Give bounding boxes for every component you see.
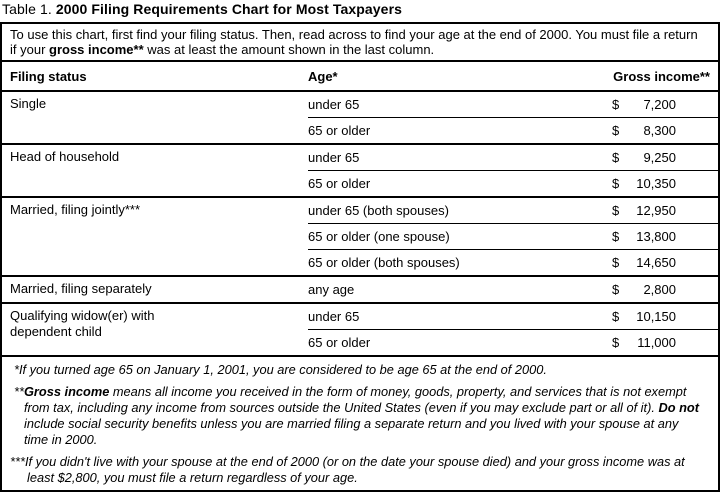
intro-text-1: To use this chart, first find your filin… xyxy=(10,27,698,57)
header-filing-status: Filing status xyxy=(10,68,87,84)
gross-income-cell: $7,200 xyxy=(612,97,718,112)
dollar-sign: $ xyxy=(612,150,620,165)
table-header-row: Filing status Age* Gross income** xyxy=(2,62,718,92)
amount-value: 14,650 xyxy=(636,255,676,270)
filing-group-head-of-household: Head of household under 65 $9,250 65 or … xyxy=(2,145,718,198)
footnote-text: means all income you received in the for… xyxy=(24,384,687,415)
gross-income-cell: $8,300 xyxy=(612,123,718,138)
filing-status-label: Qualifying widow(er) with dependent chil… xyxy=(10,308,155,339)
gross-income-cell: $2,800 xyxy=(612,282,718,297)
group-rows: under 65 $10,150 65 or older $11,000 xyxy=(308,304,718,355)
footnote-age-65: *If you turned age 65 on January 1, 2001… xyxy=(10,362,706,378)
filing-group-single: Single under 65 $7,200 65 or older $8,30… xyxy=(2,92,718,145)
intro-gross-income-term: gross income** xyxy=(49,42,144,57)
table-title-main: 2000 Filing Requirements Chart for Most … xyxy=(55,1,403,17)
filing-status-label: Single xyxy=(10,96,47,111)
dollar-sign: $ xyxy=(612,282,620,297)
filing-requirements-table: To use this chart, first find your filin… xyxy=(0,22,720,492)
age-cell: 65 or older xyxy=(308,176,371,191)
gross-income-cell: $10,150 xyxy=(612,309,718,324)
age-cell: any age xyxy=(308,282,355,297)
group-rows: under 65 (both spouses) $12,950 65 or ol… xyxy=(308,198,718,275)
group-rows: under 65 $7,200 65 or older $8,300 xyxy=(308,92,718,143)
gross-income-cell: $12,950 xyxy=(612,203,718,218)
amount-value: 12,950 xyxy=(636,203,676,218)
footnotes-section: *If you turned age 65 on January 1, 2001… xyxy=(2,357,718,492)
amount-value: 13,800 xyxy=(636,229,676,244)
age-cell: 65 or older (one spouse) xyxy=(308,229,450,244)
intro-text-2: was at least the amount shown in the las… xyxy=(143,42,435,57)
filing-group-qualifying-widower: Qualifying widow(er) with dependent chil… xyxy=(2,304,718,357)
gross-income-cell: $9,250 xyxy=(612,150,718,165)
filing-status-label: Married, filing jointly*** xyxy=(10,202,141,217)
amount-value: 10,350 xyxy=(636,176,676,191)
amount-value: 11,000 xyxy=(637,335,676,350)
group-rows: under 65 $9,250 65 or older $10,350 xyxy=(308,145,718,196)
dollar-sign: $ xyxy=(612,97,620,112)
amount-value: 10,150 xyxy=(636,309,676,324)
dollar-sign: $ xyxy=(612,123,620,138)
dollar-sign: $ xyxy=(612,176,620,191)
table-row: 65 or older $8,300 xyxy=(308,117,718,143)
table-row: under 65 (both spouses) $12,950 xyxy=(308,198,718,223)
dollar-sign: $ xyxy=(612,255,620,270)
amount-value: 8,300 xyxy=(643,123,676,138)
footnote-gross-income: **Gross income means all income you rece… xyxy=(10,384,706,448)
age-cell: under 65 xyxy=(308,309,360,324)
table-title: Table 1. 2000 Filing Requirements Chart … xyxy=(2,1,402,17)
age-cell: under 65 (both spouses) xyxy=(308,203,449,218)
footnote-gross-income-term: Gross income xyxy=(23,384,110,399)
gross-income-cell: $13,800 xyxy=(612,229,718,244)
age-cell: under 65 xyxy=(308,150,360,165)
footnote-text: include social security benefits unless … xyxy=(24,416,679,447)
table-row: 65 or older (both spouses) $14,650 xyxy=(308,249,718,275)
gross-income-cell: $10,350 xyxy=(612,176,718,191)
footnote-spouse: ***If you didn't live with your spouse a… xyxy=(10,454,706,486)
table-title-prefix: Table 1. xyxy=(2,1,56,17)
amount-value: 9,250 xyxy=(643,150,676,165)
table-row: 65 or older $10,350 xyxy=(308,170,718,196)
gross-income-cell: $14,650 xyxy=(612,255,718,270)
filing-group-married-jointly: Married, filing jointly*** under 65 (bot… xyxy=(2,198,718,277)
amount-value: 2,800 xyxy=(643,282,676,297)
footnote-marker: *** xyxy=(10,454,25,469)
filing-status-label: Head of household xyxy=(10,149,120,164)
group-rows: any age $2,800 xyxy=(308,277,718,302)
table-row: under 65 $10,150 xyxy=(308,304,718,329)
filing-group-married-separately: Married, filing separately any age $2,80… xyxy=(2,277,718,304)
footnote-text: If you turned age 65 on January 1, 2001,… xyxy=(18,362,547,377)
footnote-text: If you didn't live with your spouse at t… xyxy=(24,454,685,485)
age-cell: 65 or older xyxy=(308,335,371,350)
dollar-sign: $ xyxy=(612,203,620,218)
header-age: Age* xyxy=(308,68,338,84)
table-row: 65 or older $11,000 xyxy=(308,329,718,355)
footnote-marker: * xyxy=(14,362,19,377)
intro-paragraph: To use this chart, first find your filin… xyxy=(2,24,718,62)
dollar-sign: $ xyxy=(612,309,620,324)
filing-status-label: Married, filing separately xyxy=(10,281,152,296)
amount-value: 7,200 xyxy=(643,97,676,112)
table-row: 65 or older (one spouse) $13,800 xyxy=(308,223,718,249)
footnote-marker: ** xyxy=(14,384,24,399)
table-row: under 65 $9,250 xyxy=(308,145,718,170)
age-cell: under 65 xyxy=(308,97,360,112)
table-row: under 65 $7,200 xyxy=(308,92,718,117)
table-row: any age $2,800 xyxy=(308,277,718,302)
footnote-do-not-emphasis: Do not xyxy=(658,400,699,415)
header-gross-income: Gross income** xyxy=(613,68,710,84)
dollar-sign: $ xyxy=(612,335,620,350)
dollar-sign: $ xyxy=(612,229,620,244)
gross-income-cell: $11,000 xyxy=(612,335,718,350)
age-cell: 65 or older (both spouses) xyxy=(308,255,460,270)
age-cell: 65 or older xyxy=(308,123,371,138)
